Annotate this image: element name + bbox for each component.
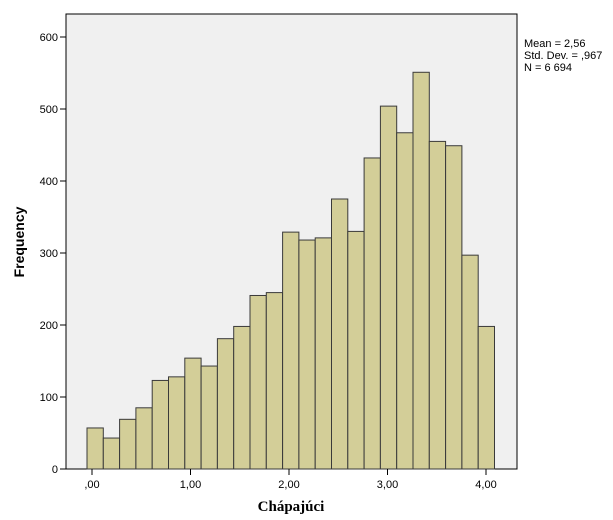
histogram-bar xyxy=(135,407,153,470)
x-axis-ticks: ,00 1,00 2,00 3,00 4,00 xyxy=(84,469,497,491)
histogram-bar xyxy=(200,365,218,470)
histogram-bar xyxy=(396,132,414,470)
histogram-bar xyxy=(216,338,235,470)
histogram-bar xyxy=(265,292,284,470)
histogram-bar xyxy=(428,140,447,470)
y-tick-label: 0 xyxy=(52,464,58,476)
histogram-bar xyxy=(461,254,479,470)
y-axis-title: Frequency xyxy=(11,206,27,277)
stats-n: N = 6 694 xyxy=(524,62,572,74)
y-tick-label: 400 xyxy=(40,176,58,188)
x-tick-label: ,00 xyxy=(84,479,99,491)
x-tick-label: 3,00 xyxy=(377,479,398,491)
y-tick-label: 200 xyxy=(40,320,58,332)
y-tick-label: 300 xyxy=(40,248,58,260)
histogram-bar xyxy=(249,294,267,470)
stats-mean: Mean = 2,56 xyxy=(524,38,585,50)
histogram-bar xyxy=(102,437,121,470)
x-axis-title: Chápajúci xyxy=(258,499,325,515)
histogram-bar xyxy=(282,231,300,470)
histogram-bar xyxy=(412,71,430,470)
histogram-bar xyxy=(233,325,251,470)
y-tick-label: 500 xyxy=(40,104,58,116)
stats-std-dev: Std. Dev. = ,967 xyxy=(524,50,602,62)
y-tick-label: 100 xyxy=(40,392,58,404)
histogram-bar xyxy=(119,418,137,470)
histogram-bar xyxy=(314,237,333,470)
histogram-bar xyxy=(86,427,104,470)
x-tick-label: 1,00 xyxy=(180,479,201,491)
histogram-bar xyxy=(168,376,186,470)
histogram-bar xyxy=(347,230,365,470)
x-tick-label: 2,00 xyxy=(278,479,299,491)
histogram-bar xyxy=(477,325,496,470)
histogram-bar xyxy=(151,379,169,470)
histogram-bar xyxy=(445,145,463,470)
x-tick-label: 4,00 xyxy=(475,479,496,491)
histogram-bar xyxy=(379,105,398,470)
y-axis-ticks: 0 100 200 300 400 500 600 xyxy=(40,32,66,476)
y-tick-label: 600 xyxy=(40,32,58,44)
histogram-bar xyxy=(184,357,202,470)
histogram-bar xyxy=(298,239,316,470)
histogram-bar xyxy=(331,198,349,470)
bars-group xyxy=(86,71,496,470)
histogram-bar xyxy=(363,157,381,470)
